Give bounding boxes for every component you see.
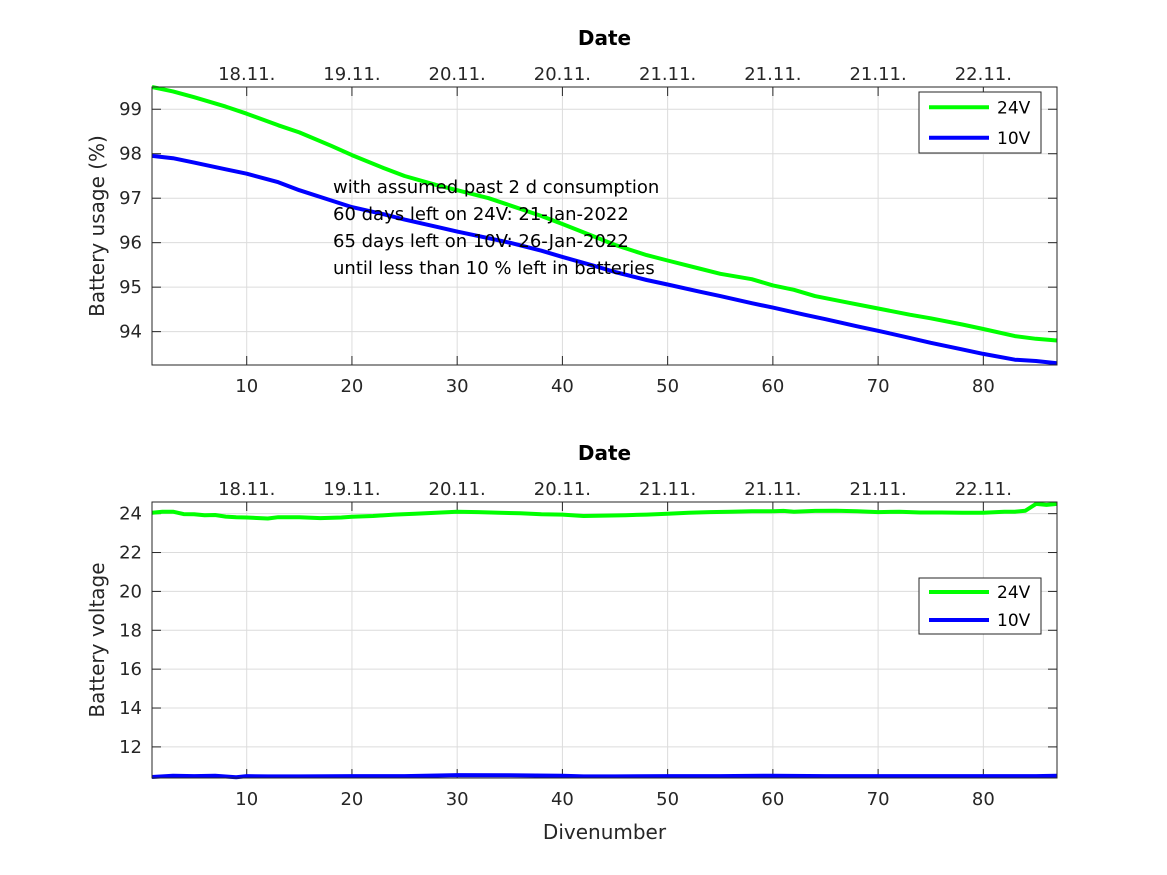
chart0-axes-frame xyxy=(151,86,1058,366)
chart1-x-tick-label: 50 xyxy=(656,789,679,810)
chart0-y-tick-label: 94 xyxy=(119,322,142,343)
chart0-annotation-line: 60 days left on 24V: 21-Jan-2022 xyxy=(333,204,629,225)
chart0-y-tick-label: 99 xyxy=(119,99,142,120)
chart0-top-tick-label: 18.11. xyxy=(218,64,275,85)
chart1-y-tick-label: 24 xyxy=(119,504,142,525)
chart1-top-tick-label: 21.11. xyxy=(849,479,906,500)
chart1-top-tick-label: 21.11. xyxy=(744,479,801,500)
chart1-top-tick-label: 20.11. xyxy=(429,479,486,500)
chart0-legend-label-24V: 24V xyxy=(997,98,1031,118)
chart1-x-tick-label: 40 xyxy=(551,789,574,810)
chart0-legend-label-10V: 10V xyxy=(997,129,1031,149)
chart1-y-tick-label: 12 xyxy=(119,737,142,758)
chart1-x-tick-label: 20 xyxy=(340,789,363,810)
chart1-x-axis-label: Divenumber xyxy=(543,820,667,844)
chart0-top-tick-label: 19.11. xyxy=(323,64,380,85)
chart0-x-tick-label: 20 xyxy=(340,376,363,397)
chart0-top-tick-label: 21.11. xyxy=(639,64,696,85)
chart0-x-tick-label: 50 xyxy=(656,376,679,397)
chart0-annotation-line: until less than 10 % left in batteries xyxy=(333,258,655,279)
chart0-x-tick-label: 60 xyxy=(761,376,784,397)
chart0-top-tick-label: 21.11. xyxy=(849,64,906,85)
chart0-series-line-10V xyxy=(151,153,1058,366)
chart1-legend-box xyxy=(918,577,1042,635)
chart0-title: Date xyxy=(578,26,631,50)
chart1-series-line-10V xyxy=(151,773,1058,780)
chart0-y-tick-label: 97 xyxy=(119,188,142,209)
chart1-top-tick-label: 20.11. xyxy=(534,479,591,500)
chart1-y-axis-label: Battery voltage xyxy=(85,562,109,717)
chart0-top-tick-label: 20.11. xyxy=(534,64,591,85)
chart1-y-tick-label: 16 xyxy=(119,659,142,680)
chart1-top-tick-label: 21.11. xyxy=(639,479,696,500)
chart0-y-tick-label: 98 xyxy=(119,144,142,165)
chart1-top-tick-label: 19.11. xyxy=(323,479,380,500)
chart0-x-tick-label: 40 xyxy=(551,376,574,397)
chart1-y-tick-label: 18 xyxy=(119,620,142,641)
battery-voltage-plot: 10 20 30 40 50 60 70 80 18.11. 19.11. 20.11. 20.11.… xyxy=(85,441,1058,844)
chart0-legend-box xyxy=(918,91,1042,154)
chart1-y-tick-label: 20 xyxy=(119,581,142,602)
chart1-x-tick-label: 80 xyxy=(972,789,995,810)
chart0-series-line-24V xyxy=(151,85,1058,343)
chart0-top-tick-label: 21.11. xyxy=(744,64,801,85)
chart0-y-tick-label: 95 xyxy=(119,277,142,298)
chart0-top-tick-label: 22.11. xyxy=(955,64,1012,85)
chart0-y-axis-label: Battery usage (%) xyxy=(85,135,109,317)
chart0-y-tick-label: 96 xyxy=(119,233,142,254)
chart1-series-line-24V xyxy=(151,501,1058,521)
chart1-title: Date xyxy=(578,441,631,465)
chart1-top-tick-label: 18.11. xyxy=(218,479,275,500)
chart1-x-tick-label: 30 xyxy=(446,789,469,810)
chart0-x-tick-label: 30 xyxy=(446,376,469,397)
chart1-legend-label-10V: 10V xyxy=(997,611,1031,631)
chart0-x-tick-label: 80 xyxy=(972,376,995,397)
chart0-top-tick-label: 20.11. xyxy=(429,64,486,85)
chart0-annotation-line: with assumed past 2 d consumption xyxy=(333,177,659,198)
chart0-annotation-line: 65 days left on 10V: 26-Jan-2022 xyxy=(333,231,629,252)
chart1-x-tick-label: 10 xyxy=(235,789,258,810)
chart0-x-tick-label: 10 xyxy=(235,376,258,397)
chart1-x-tick-label: 60 xyxy=(761,789,784,810)
chart1-top-tick-label: 22.11. xyxy=(955,479,1012,500)
chart1-x-tick-label: 70 xyxy=(867,789,890,810)
battery-usage-plot: 10 20 30 40 50 60 70 80 18.11. 19.11. 20.11. 20.11.… xyxy=(85,26,1058,397)
chart1-y-tick-label: 22 xyxy=(119,543,142,564)
chart1-axes-frame xyxy=(151,501,1058,779)
chart0-x-tick-label: 70 xyxy=(867,376,890,397)
chart1-y-tick-label: 14 xyxy=(119,698,142,719)
chart1-legend-label-24V: 24V xyxy=(997,583,1031,603)
